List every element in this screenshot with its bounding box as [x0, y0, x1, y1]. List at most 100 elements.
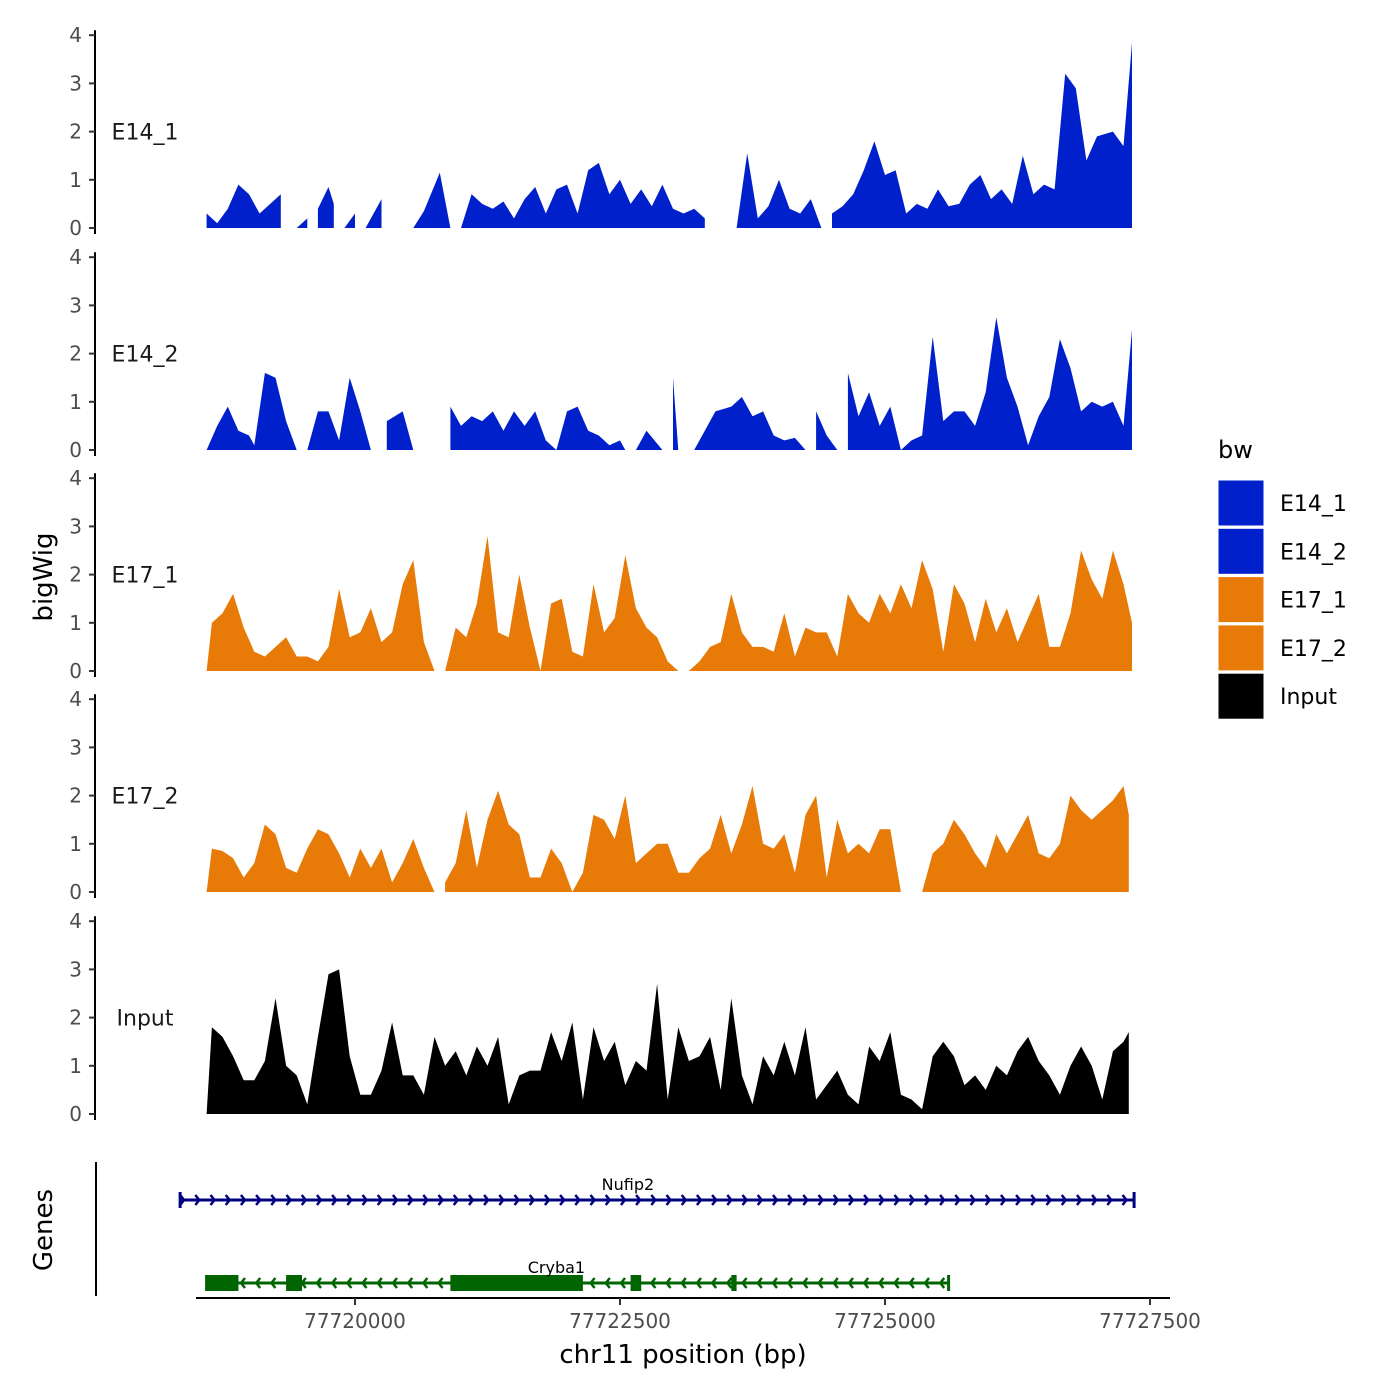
- gene-label: Nufip2: [602, 1175, 655, 1194]
- strand-arrow: [1121, 1194, 1129, 1206]
- legend: bw E14_1 E14_2 E17_1 E17_2 Input: [1217, 436, 1347, 720]
- strand-arrow: [422, 1194, 429, 1206]
- y-tick-label: 2: [69, 563, 82, 587]
- strand-arrow: [1045, 1194, 1053, 1206]
- strand-arrow: [619, 1194, 627, 1206]
- strand-arrow: [604, 1277, 611, 1289]
- strand-arrow: [345, 1277, 353, 1289]
- coverage-gap: [370, 253, 387, 451]
- strand-arrow: [255, 1194, 262, 1206]
- strand-arrow: [1030, 1194, 1037, 1206]
- coverage-gap: [704, 31, 721, 230]
- strand-arrow: [892, 1277, 900, 1289]
- strand-arrow: [1091, 1194, 1098, 1206]
- strand-arrow: [1060, 1194, 1068, 1206]
- strand-arrow: [756, 1194, 764, 1206]
- strand-arrow: [635, 1194, 642, 1206]
- y-tick-label: 4: [69, 687, 82, 711]
- coverage-gap: [625, 253, 636, 451]
- strand-arrow: [619, 1277, 626, 1289]
- gene-nufip2: Nufip2: [178, 1175, 1136, 1208]
- strand-arrow: [847, 1277, 854, 1289]
- gene-label: Cryba1: [528, 1258, 585, 1277]
- strand-arrow: [908, 1277, 915, 1289]
- strand-arrow: [589, 1194, 597, 1206]
- strand-arrow: [1015, 1194, 1022, 1206]
- legend-swatch: [1217, 576, 1265, 624]
- y-tick-label: 2: [69, 120, 82, 144]
- y-tick-label: 3: [69, 514, 82, 538]
- strand-arrow: [893, 1194, 901, 1206]
- y-tick-label: 2: [69, 1006, 82, 1030]
- y-tick-label: 0: [69, 438, 82, 462]
- strand-arrow: [665, 1194, 673, 1206]
- legend-item: E17_1: [1217, 576, 1347, 624]
- legend-label: E14_2: [1280, 540, 1347, 565]
- legend-label: E17_2: [1280, 637, 1347, 662]
- y-tick-label: 1: [69, 611, 82, 635]
- strand-arrow: [787, 1194, 794, 1206]
- strand-arrow: [437, 1194, 445, 1206]
- track-label: E14_1: [112, 121, 179, 146]
- strand-arrow: [498, 1194, 505, 1206]
- strand-arrow: [740, 1277, 748, 1289]
- exon-block: [450, 1275, 583, 1291]
- strand-arrow: [1106, 1194, 1113, 1206]
- strand-arrow: [239, 1194, 247, 1206]
- strand-arrow: [756, 1277, 763, 1289]
- legend-swatch: [1217, 672, 1265, 720]
- coverage-gap: [434, 474, 446, 672]
- coverage-gap: [423, 253, 451, 451]
- coverage-gap: [296, 253, 308, 451]
- y-tick-label: 4: [69, 245, 82, 269]
- coverage-area: [206, 969, 1129, 1114]
- strand-arrow: [391, 1194, 399, 1206]
- track-e17-1: 0 1 2 3 4 E17_1: [69, 466, 1133, 683]
- y-tick-label: 1: [69, 390, 82, 414]
- y-tick-label: 0: [69, 659, 82, 683]
- exon-block: [206, 1275, 239, 1291]
- y-tick-label: 0: [69, 216, 82, 240]
- coverage-gap: [805, 253, 817, 451]
- legend-swatch: [1217, 624, 1265, 672]
- x-tick-label: 77725000: [834, 1309, 936, 1333]
- exon-block: [731, 1275, 737, 1291]
- legend-label: E17_1: [1280, 589, 1347, 614]
- strand-arrow: [346, 1194, 353, 1206]
- coverage-gap: [355, 31, 366, 230]
- strand-arrow: [726, 1194, 733, 1206]
- strand-arrow: [604, 1194, 612, 1206]
- strand-arrow: [421, 1277, 429, 1289]
- legend-items: E14_1 E14_2 E17_1 E17_2 Input: [1217, 479, 1347, 720]
- coverage-gap: [837, 253, 848, 451]
- strand-arrow: [863, 1194, 870, 1206]
- strand-arrow: [877, 1277, 885, 1289]
- coverage-gap: [280, 31, 297, 230]
- strand-arrow: [300, 1194, 308, 1206]
- y-tick-label: 3: [69, 71, 82, 95]
- coverage-gap: [662, 253, 673, 451]
- track-e14-2: 0 1 2 3 4 E14_2: [69, 245, 1133, 462]
- legend-item: E14_2: [1217, 527, 1347, 575]
- strand-arrow: [224, 1194, 232, 1206]
- strand-arrow: [315, 1277, 322, 1289]
- strand-arrow: [847, 1194, 855, 1206]
- strand-arrow: [483, 1194, 490, 1206]
- legend-title: bw: [1218, 436, 1253, 464]
- legend-label: E14_1: [1280, 492, 1347, 517]
- y-tick-label: 0: [69, 1102, 82, 1126]
- strand-arrow: [315, 1194, 323, 1206]
- strand-arrow: [452, 1194, 460, 1206]
- coverage-gap: [900, 695, 923, 893]
- strand-arrow: [513, 1194, 521, 1206]
- coverage-gap: [307, 31, 318, 230]
- x-axis-title: chr11 position (bp): [559, 1340, 806, 1370]
- strand-arrow: [802, 1194, 809, 1206]
- strand-arrow: [816, 1277, 824, 1289]
- strand-arrow: [771, 1194, 779, 1206]
- y-tick-label: 0: [69, 880, 82, 904]
- strand-arrow: [680, 1194, 688, 1206]
- strand-arrow: [710, 1277, 718, 1289]
- strand-arrow: [954, 1194, 961, 1206]
